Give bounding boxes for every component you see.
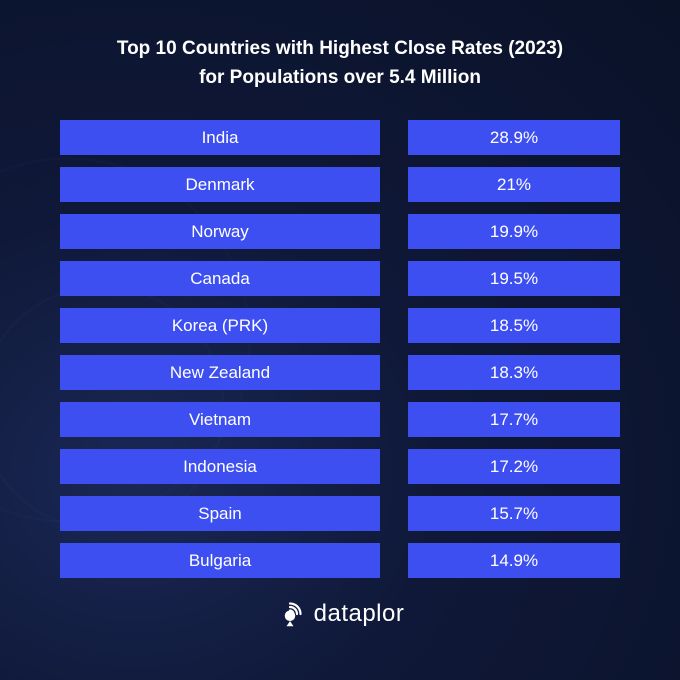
table-row: Spain 15.7% (60, 496, 620, 531)
country-cell: Spain (60, 496, 380, 531)
country-cell: Canada (60, 261, 380, 296)
value-cell: 19.9% (408, 214, 620, 249)
table-row: Korea (PRK) 18.5% (60, 308, 620, 343)
logo: dataplor (60, 600, 620, 628)
table-row: Bulgaria 14.9% (60, 543, 620, 578)
table-row: Vietnam 17.7% (60, 402, 620, 437)
infographic-container: Top 10 Countries with Highest Close Rate… (0, 0, 680, 680)
value-cell: 14.9% (408, 543, 620, 578)
data-table: India 28.9% Denmark 21% Norway 19.9% Can… (60, 120, 620, 578)
country-cell: New Zealand (60, 355, 380, 390)
country-cell: Bulgaria (60, 543, 380, 578)
table-row: Canada 19.5% (60, 261, 620, 296)
value-cell: 19.5% (408, 261, 620, 296)
value-cell: 18.5% (408, 308, 620, 343)
value-cell: 15.7% (408, 496, 620, 531)
value-cell: 21% (408, 167, 620, 202)
table-row: India 28.9% (60, 120, 620, 155)
country-cell: Vietnam (60, 402, 380, 437)
value-cell: 17.2% (408, 449, 620, 484)
table-row: Norway 19.9% (60, 214, 620, 249)
table-row: Indonesia 17.2% (60, 449, 620, 484)
country-cell: Korea (PRK) (60, 308, 380, 343)
value-cell: 18.3% (408, 355, 620, 390)
title-line-2: for Populations over 5.4 Million (199, 67, 481, 88)
country-cell: Denmark (60, 167, 380, 202)
value-cell: 28.9% (408, 120, 620, 155)
title: Top 10 Countries with Highest Close Rate… (60, 35, 620, 92)
table-row: New Zealand 18.3% (60, 355, 620, 390)
country-cell: Norway (60, 214, 380, 249)
country-cell: India (60, 120, 380, 155)
title-line-1: Top 10 Countries with Highest Close Rate… (117, 38, 563, 59)
logo-text: dataplor (314, 600, 405, 628)
country-cell: Indonesia (60, 449, 380, 484)
value-cell: 17.7% (408, 402, 620, 437)
table-row: Denmark 21% (60, 167, 620, 202)
dataplor-logo-icon (276, 600, 304, 628)
